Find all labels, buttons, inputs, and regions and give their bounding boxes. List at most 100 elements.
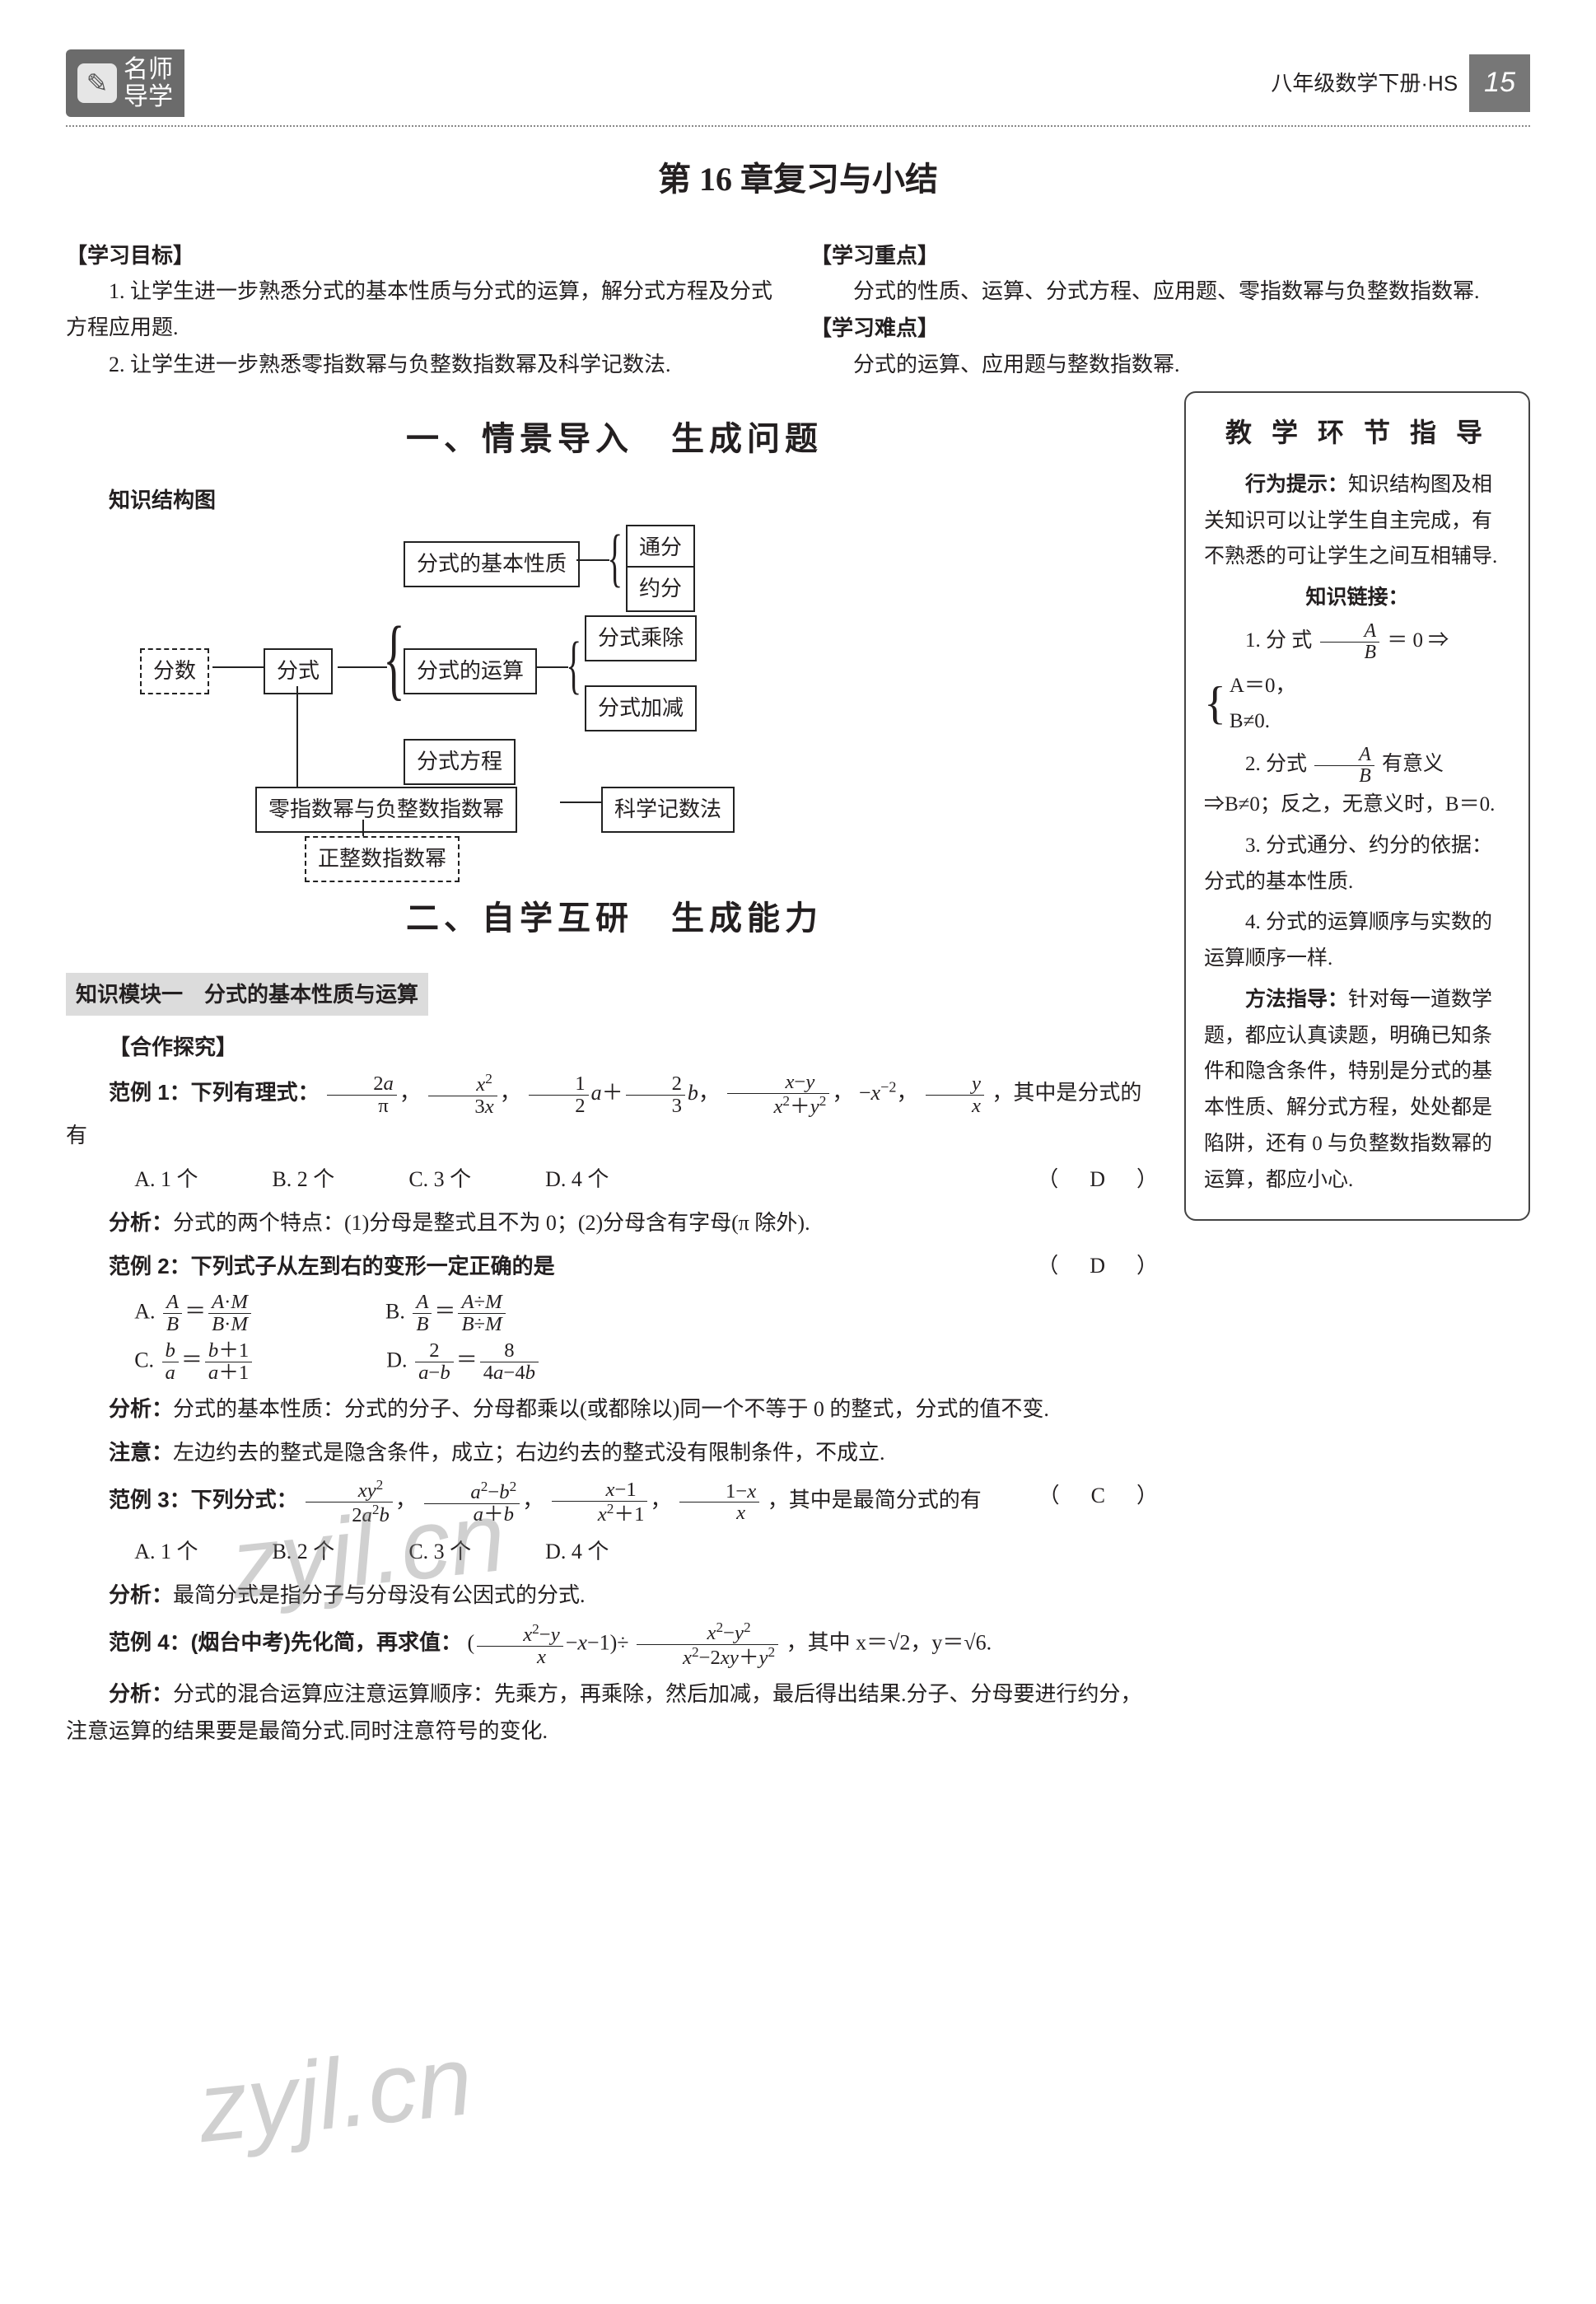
ex3-optD: D. 4 个 xyxy=(545,1534,609,1570)
ex2-stem-text: 范例 2：下列式子从左到右的变形一定正确的是 xyxy=(109,1254,555,1278)
sb-method-text: 针对每一道数学题，都应认真读题，明确已知条件和隐含条件，特别是分式的基本性质、解… xyxy=(1204,988,1492,1191)
sb-k1a: A＝0， xyxy=(1230,675,1296,697)
ex2-note-label: 注意： xyxy=(109,1440,173,1465)
ex2-analysis-label: 分析： xyxy=(109,1396,173,1421)
sb-k1-prefix: 1. 分 式 xyxy=(1245,629,1318,652)
logo-block: ✎ 名师 导学 xyxy=(66,49,184,117)
ex1-options: A. 1 个 B. 2 个 C. 3 个 D. 4 个 xyxy=(134,1161,994,1198)
brace-icon: { xyxy=(1204,691,1226,717)
node-basic-prop: 分式的基本性质 xyxy=(404,541,580,587)
sb-link-label: 知识链接： xyxy=(1204,580,1510,616)
coop-label: 【合作探究】 xyxy=(66,1029,1163,1065)
goals-item2: 2. 让学生进一步熟悉零指数幂与负整数指数幂及科学记数法. xyxy=(66,347,786,383)
ex3-answer: （ C ） xyxy=(996,1478,1163,1514)
ex4-stem: 范例 4：(烟台中考)先化简，再求值： (x2−yx−x−1)÷ x2−y2x2… xyxy=(66,1620,1163,1669)
ex1-prefix: 范例 1：下列有理式： xyxy=(109,1080,320,1105)
ex4-suffix: ，其中 x＝√2，y＝√6. xyxy=(786,1631,992,1655)
ex3-analysis: 分析：最简分式是指分子与分母没有公因式的分式. xyxy=(66,1577,1163,1614)
sb-tip: 行为提示：知识结构图及相关知识可以让学生自主完成，有不熟悉的可让学生之间互相辅导… xyxy=(1204,467,1510,575)
ex2-answer: （ D ） xyxy=(994,1248,1163,1284)
ex1-analysis: 分析：分式的两个特点：(1)分母是整式且不为 0；(2)分母含有字母(π 除外)… xyxy=(66,1204,1163,1241)
main-row: 一、情景导入 生成问题 知识结构图 分数 分式 { 分式的基本性质 分式的运算 … xyxy=(66,391,1530,1756)
node-fraction-expr: 分式 xyxy=(264,648,333,694)
ex1-optB: B. 2 个 xyxy=(272,1161,334,1198)
cm-line xyxy=(212,666,264,668)
node-pos-int: 正整数指数幂 xyxy=(305,836,460,882)
sb-k2: 2. 分式 AB 有意义⇒B≠0；反之，无意义时，B＝0. xyxy=(1204,745,1510,823)
logo-line1: 名师 xyxy=(124,56,173,83)
ex1-optD: D. 4 个 xyxy=(545,1161,609,1198)
ex1-analysis-label: 分析： xyxy=(109,1210,173,1235)
col-left: 【学习目标】 1. 让学生进一步熟悉分式的基本性质与分式的运算，解分式方程及分式… xyxy=(66,237,786,383)
cm-line xyxy=(296,686,298,801)
node-ops: 分式的运算 xyxy=(404,648,537,694)
focus-text: 分式的性质、运算、分式方程、应用题、零指数幂与负整数指数幂. xyxy=(810,273,1530,310)
ex2-options-row2: C. ba＝b＋1a＋1 D. 2a−b＝84a−4b xyxy=(134,1340,1163,1384)
ex1-answer: （ D ） xyxy=(994,1161,1163,1198)
ex2-note: 注意：左边约去的整式是隐含条件，成立；右边约去的整式没有限制条件，不成立. xyxy=(66,1434,1163,1471)
intro-columns: 【学习目标】 1. 让学生进一步熟悉分式的基本性质与分式的运算，解分式方程及分式… xyxy=(66,237,1530,383)
node-yuefen: 约分 xyxy=(626,566,695,612)
sb-method: 方法指导：针对每一道数学题，都应认真读题，明确已知条件和隐含条件，特别是分式的基… xyxy=(1204,982,1510,1199)
brace-icon: { xyxy=(607,541,623,573)
sidebar: 教 学 环 节 指 导 行为提示：知识结构图及相关知识可以让学生自主完成，有不熟… xyxy=(1184,391,1530,1222)
ex1-analysis-text: 分式的两个特点：(1)分母是整式且不为 0；(2)分母含有字母(π 除外). xyxy=(173,1211,810,1235)
ex2-optC: C. ba＝b＋1a＋1 xyxy=(134,1340,254,1384)
ex2-stem: 范例 2：下列式子从左到右的变形一定正确的是 （ D ） xyxy=(66,1248,1163,1285)
sb-k3: 3. 分式通分、约分的依据：分式的基本性质. xyxy=(1204,828,1510,900)
brace-icon: { xyxy=(383,636,404,681)
ex2-note-text: 左边约去的整式是隐含条件，成立；右边约去的整式没有限制条件，不成立. xyxy=(173,1441,885,1465)
section2-heading: 二、自学互研 生成能力 xyxy=(66,890,1163,946)
cm-line xyxy=(535,666,568,668)
logo-text: 名师 导学 xyxy=(124,56,173,110)
logo-line2: 导学 xyxy=(124,83,173,110)
node-zero-neg: 零指数幂与负整数指数幂 xyxy=(255,787,517,833)
ex1-optA: A. 1 个 xyxy=(134,1161,198,1198)
logo-icon: ✎ xyxy=(77,63,117,103)
concept-map: 分数 分式 { 分式的基本性质 分式的运算 分式方程 { 通分 约分 { 分式乘… xyxy=(66,525,1163,871)
node-sci: 科学记数法 xyxy=(601,787,735,833)
book-info: 八年级数学下册·HS xyxy=(1271,65,1458,101)
sb-k1-mid: ＝ 0 ⇒ xyxy=(1387,629,1449,652)
ex3-optC: C. 3 个 xyxy=(408,1534,471,1570)
ex3-options: A. 1 个 B. 2 个 C. 3 个 D. 4 个 xyxy=(134,1534,1163,1570)
cm-line xyxy=(338,666,387,668)
ex4-prefix: 范例 4：(烟台中考)先化简，再求值： xyxy=(109,1630,462,1655)
col-right: 【学习重点】 分式的性质、运算、分式方程、应用题、零指数幂与负整数指数幂. 【学… xyxy=(810,237,1530,383)
ex2-analysis: 分析：分式的基本性质：分式的分子、分母都乘以(或都除以)同一个不等于 0 的整式… xyxy=(66,1390,1163,1428)
cm-line xyxy=(576,559,609,561)
node-equation: 分式方程 xyxy=(404,739,516,785)
sb-k1b: B≠0. xyxy=(1230,710,1270,732)
sb-method-label: 方法指导： xyxy=(1245,988,1348,1011)
ex2-analysis-text: 分式的基本性质：分式的分子、分母都乘以(或都除以)同一个不等于 0 的整式，分式… xyxy=(173,1397,1049,1421)
node-fraction-num: 分数 xyxy=(140,648,209,694)
ex2-options-row1: A. AB＝A·MB·M B. AB＝A÷MB÷M xyxy=(134,1292,1163,1335)
sb-k4: 4. 分式的运算顺序与实数的运算顺序一样. xyxy=(1204,904,1510,977)
ex3-optB: B. 2 个 xyxy=(272,1534,334,1570)
watermark: zyjl.cn xyxy=(189,1996,480,2192)
ex3-analysis-label: 分析： xyxy=(109,1582,173,1607)
goals-label: 【学习目标】 xyxy=(66,237,786,273)
ex4-analysis-label: 分析： xyxy=(109,1681,173,1706)
goals-item1: 1. 让学生进一步熟悉分式的基本性质与分式的运算，解分式方程及分式方程应用题. xyxy=(66,273,786,346)
ex1-stem: 范例 1：下列有理式： 2aπ， x23x， 12a＋23b， x−yx2＋y2… xyxy=(66,1072,1163,1154)
section1-heading: 一、情景导入 生成问题 xyxy=(66,411,1163,467)
sb-k2-prefix: 2. 分式 xyxy=(1245,753,1307,775)
node-addsub: 分式加减 xyxy=(585,685,697,731)
concept-map-label: 知识结构图 xyxy=(66,482,1163,518)
main-content: 一、情景导入 生成问题 知识结构图 分数 分式 { 分式的基本性质 分式的运算 … xyxy=(66,391,1163,1756)
node-muldiv: 分式乘除 xyxy=(585,615,697,661)
header-right: 八年级数学下册·HS 15 xyxy=(1271,54,1530,112)
ex3-suffix: ，其中是最简分式的有 xyxy=(768,1488,982,1512)
chapter-title: 第 16 章复习与小结 xyxy=(66,152,1530,208)
ex1-optC: C. 3 个 xyxy=(408,1161,471,1198)
difficulty-label: 【学习难点】 xyxy=(810,310,1530,346)
module1-title: 知识模块一 分式的基本性质与运算 xyxy=(66,973,428,1016)
page-number: 15 xyxy=(1469,54,1530,112)
ex3-optA: A. 1 个 xyxy=(134,1534,198,1570)
ex2-optA: A. AB＝A·MB·M xyxy=(134,1292,254,1335)
ex4-analysis-text: 分式的混合运算应注意运算顺序：先乘方，再乘除，然后加减，最后得出结果.分子、分母… xyxy=(66,1682,1142,1742)
ex2-optD: D. 2a−b＝84a−4b xyxy=(386,1340,541,1384)
brace-icon: { xyxy=(566,648,581,680)
cm-line xyxy=(560,801,601,803)
